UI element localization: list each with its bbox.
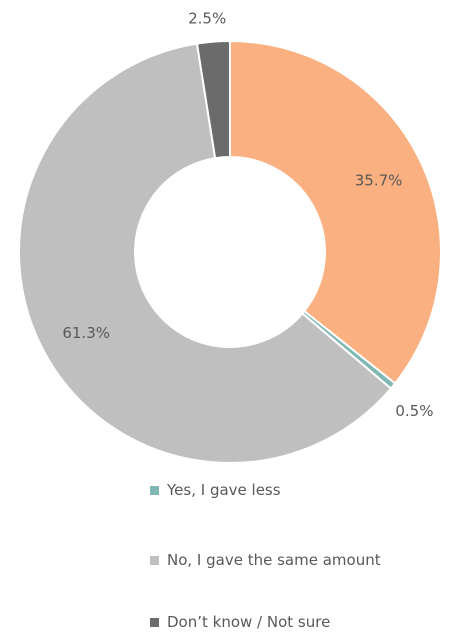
data-label-dont-know: 2.5% [188, 10, 226, 28]
donut-chart: 35.7% 0.5% 61.3% 2.5% [18, 10, 442, 464]
legend-swatch-no [150, 556, 159, 565]
legend-swatch-yes [150, 486, 159, 495]
data-labels: 35.7% 0.5% 61.3% 2.5% [62, 10, 433, 420]
data-label-yes-gave-less: 0.5% [395, 402, 433, 420]
data-label-no-same-amount: 61.3% [62, 324, 110, 342]
legend-label-dont-know: Don’t know / Not sure [167, 613, 331, 631]
legend-item-dont-know: Don’t know / Not sure [150, 612, 427, 632]
data-label-unlabeled: 35.7% [355, 171, 403, 189]
legend-item-yes-gave-less: Yes, I gave less [150, 480, 427, 500]
slice-unlabeled [229, 39, 442, 385]
legend-item-no-same-amount: No, I gave the same amount [150, 550, 427, 570]
legend-label-no: No, I gave the same amount [167, 551, 381, 569]
donut-slices [18, 39, 442, 464]
slice-no-same-amount [18, 42, 393, 464]
legend-swatch-dont-know [150, 618, 159, 627]
slice-dont-know [195, 39, 231, 160]
legend-label-yes: Yes, I gave less [167, 481, 281, 499]
